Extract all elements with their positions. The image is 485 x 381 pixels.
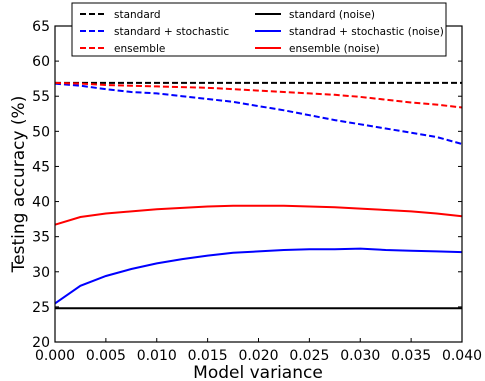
plot-frame — [54, 25, 463, 343]
x-tick-label: 0.030 — [340, 348, 380, 364]
y-tick-label: 40 — [32, 195, 50, 211]
y-tick-label: 30 — [32, 265, 50, 281]
tick-labels: 0.000 0.005 0.010 0.015 0.020 0.025 0.030 0.035… — [32, 19, 482, 364]
y-tick-label: 55 — [32, 89, 50, 105]
series-line-5 — [54, 247, 463, 305]
x-tick-label: 0.010 — [137, 348, 177, 364]
legend-label: ensemble (noise) — [289, 43, 380, 55]
x-tick-label: 0.020 — [238, 348, 278, 364]
series-line-3 — [54, 81, 463, 109]
x-tick-label: 0.000 — [35, 348, 75, 364]
legend-label: ensemble — [114, 43, 165, 55]
y-tick-label: 45 — [32, 159, 50, 175]
series-line-6 — [54, 204, 463, 226]
y-tick-label: 35 — [32, 230, 50, 246]
x-tick-label: 0.040 — [442, 348, 482, 364]
y-tick-label: 20 — [32, 335, 50, 351]
legend-label: standard — [114, 9, 161, 21]
x-tick-label: 0.005 — [86, 348, 126, 364]
legend-label: standard (noise) — [289, 9, 375, 21]
y-tick-label: 25 — [32, 300, 50, 316]
y-tick-label: 60 — [32, 54, 50, 70]
series-line-2 — [54, 82, 463, 145]
legend-label: standard + stochastic — [114, 26, 229, 38]
y-axis-label: Testing accuracy (%) — [9, 96, 29, 274]
series-lines — [54, 81, 463, 310]
x-tick-label: 0.025 — [289, 348, 329, 364]
y-tick-label: 65 — [32, 19, 50, 35]
legend: standard standard + stochastic ensemble sta… — [71, 2, 447, 57]
x-tick-label: 0.015 — [188, 348, 228, 364]
legend-label: standrad + stochastic (noise) — [289, 26, 444, 38]
x-axis-label: Model variance — [193, 363, 323, 381]
y-tick-label: 50 — [32, 124, 50, 140]
x-tick-label: 0.035 — [391, 348, 431, 364]
axis-ticks — [54, 25, 463, 343]
